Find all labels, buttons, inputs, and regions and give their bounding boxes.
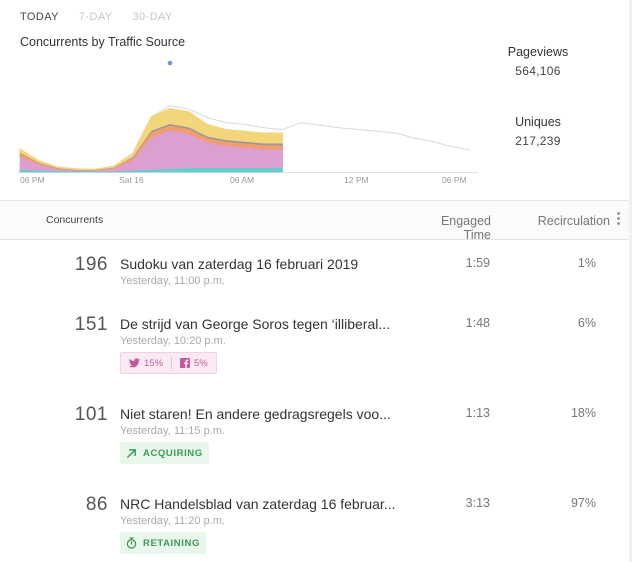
x-tick-label: 06 PM [442, 175, 467, 185]
engaged-time-value: 3:13 [465, 496, 490, 510]
uniques-value: 217,239 [515, 134, 561, 148]
header-concurrents[interactable]: Concurrents [46, 214, 104, 226]
badge-divider [171, 357, 173, 369]
concurrent-count: 196 [74, 254, 108, 275]
twitter-share: 15% [129, 358, 163, 369]
concurrents-chart[interactable]: 06 PM Sat 16 06 AM 12 PM 06 PM [18, 55, 478, 190]
article-date: Yesterday, 11:15 p.m. [120, 425, 225, 437]
concurrent-count: 101 [74, 404, 108, 425]
pageviews-label: Pageviews [507, 45, 569, 59]
header-engaged-time[interactable]: Engaged Time [440, 214, 491, 242]
peak-marker[interactable] [167, 60, 173, 66]
facebook-share: 5% [180, 358, 208, 369]
uniques-label: Uniques [515, 115, 561, 129]
article-date: Yesterday, 10:20 p.m. [120, 335, 226, 347]
header-recirculation[interactable]: Recirculation [537, 214, 610, 228]
recirculation-value: 18% [570, 406, 596, 420]
uniques-stat: Uniques 217,239 [488, 115, 588, 148]
area-series-4 [19, 107, 283, 171]
divider [0, 200, 632, 201]
article-date: Yesterday, 11:20 p.m. [120, 515, 225, 527]
article-title[interactable]: NRC Handelsblad van zaterdag 16 februar.… [120, 496, 396, 512]
status-label: ACQUIRING [143, 447, 203, 459]
article-title[interactable]: Niet staren! En andere gedragsregels voo… [120, 406, 391, 422]
tab-30-day[interactable]: 30-DAY [132, 11, 173, 23]
article-title[interactable]: Sudoku van zaterdag 16 februari 2019 [120, 256, 359, 272]
engaged-time-value: 1:48 [465, 316, 490, 330]
x-tick-label: Sat 16 [119, 175, 144, 185]
facebook-percent: 5% [194, 357, 208, 369]
stopwatch-icon [126, 537, 137, 549]
status-label: RETAINING [143, 537, 200, 549]
concurrent-count: 86 [85, 494, 108, 515]
twitter-icon [129, 358, 140, 368]
recirculation-value: 97% [570, 496, 596, 510]
engaged-time-value: 1:59 [465, 256, 490, 270]
recirculation-value: 6% [577, 316, 596, 330]
x-tick-label: 06 AM [230, 175, 254, 185]
more-options-icon[interactable] [614, 210, 622, 230]
engaged-time-value: 1:13 [465, 406, 490, 420]
chart-title: Concurrents by Traffic Source [20, 35, 186, 49]
social-referrer-badge[interactable]: 15% 5% [120, 352, 217, 374]
tab-7-day[interactable]: 7-DAY [78, 11, 113, 23]
table-header: Concurrents Engaged Time Recirculation [0, 201, 632, 242]
article-date: Yesterday, 11:00 p.m. [120, 275, 225, 287]
article-title[interactable]: De strijd van George Soros tegen ‘illibe… [120, 316, 391, 332]
facebook-icon [180, 358, 191, 368]
scrollbar-track[interactable] [629, 0, 632, 562]
concurrent-count: 151 [74, 314, 108, 335]
pageviews-stat: Pageviews 564,106 [488, 45, 588, 78]
period-tabs: TODAY 7-DAY 30-DAY [20, 11, 173, 23]
tab-today[interactable]: TODAY [20, 11, 59, 23]
x-tick-label: 06 PM [20, 175, 45, 185]
trend-up-arrow-icon [127, 448, 136, 458]
pageviews-value: 564,106 [515, 64, 561, 78]
x-tick-label: 12 PM [344, 175, 369, 185]
overview-panel: TODAY 7-DAY 30-DAY Concurrents by Traffi… [0, 0, 632, 200]
acquiring-badge[interactable]: ACQUIRING [120, 442, 209, 464]
recirculation-value: 1% [577, 256, 596, 270]
retaining-badge[interactable]: RETAINING [120, 532, 206, 554]
twitter-percent: 15% [144, 357, 164, 369]
